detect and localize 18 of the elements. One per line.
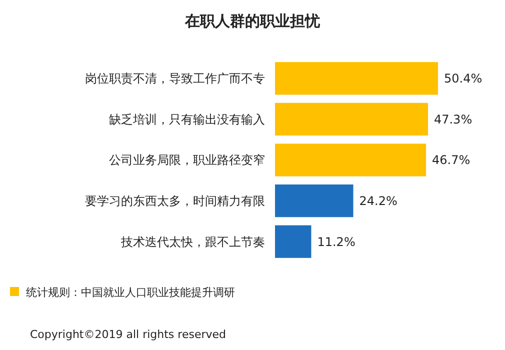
data-label: 46.7% <box>432 153 470 168</box>
bar <box>275 184 354 218</box>
bar <box>275 144 426 176</box>
data-label: 50.4% <box>444 72 482 86</box>
y-tick-label: 要学习的东西太多，时间精力有限 <box>85 194 265 208</box>
data-label: 47.3% <box>434 112 472 126</box>
y-tick-label: 公司业务局限，职业路径变窄 <box>109 153 265 168</box>
y-tick-label: 岗位职责不清，导致工作广而不专 <box>85 72 265 86</box>
data-label: 11.2% <box>317 234 356 249</box>
data-label: 24.2% <box>359 194 398 208</box>
bar <box>275 225 312 258</box>
bar <box>275 102 428 136</box>
bar <box>275 62 438 95</box>
text: Copyright©2019 all rights reserved <box>30 328 226 341</box>
y-tick-label: 技术迭代太快，跟不上节奏 <box>120 234 265 249</box>
y-tick-label: 缺乏培训，只有输出没有输入 <box>109 112 265 126</box>
text: 统计规则：中国就业人口职业技能提升调研 <box>26 286 235 299</box>
chart-title: 在职人群的职业担忧 <box>184 12 321 30</box>
